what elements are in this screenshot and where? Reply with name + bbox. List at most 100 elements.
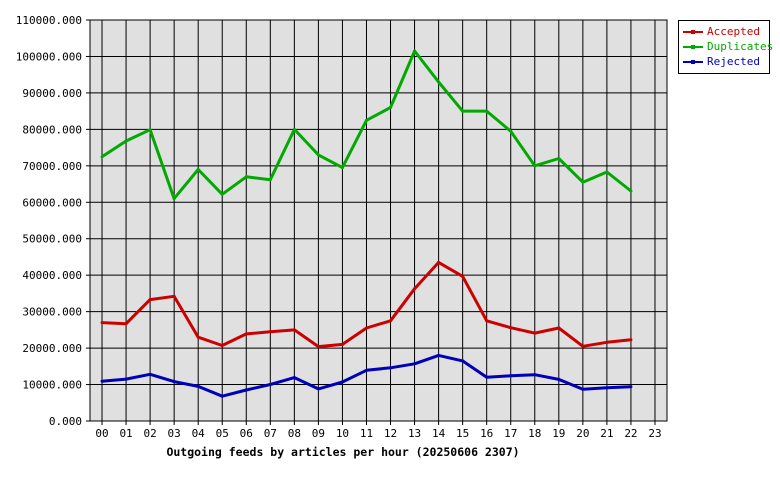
y-tick-label: 50000.000 [22, 233, 82, 246]
y-tick-label: 0.000 [49, 415, 82, 428]
data-point-rejected [581, 387, 585, 391]
data-point-rejected [509, 374, 513, 378]
data-point-accepted [605, 340, 609, 344]
data-point-duplicates [533, 164, 537, 168]
legend-item-duplicates: Duplicates [683, 40, 773, 54]
data-point-duplicates [196, 167, 200, 171]
x-tick-label: 09 [312, 427, 325, 440]
data-point-rejected [389, 366, 393, 370]
grid-lines [90, 19, 667, 422]
x-tick-label: 01 [119, 427, 132, 440]
data-point-accepted [268, 330, 272, 334]
data-point-duplicates [148, 128, 152, 132]
x-tick-label: 06 [240, 427, 253, 440]
data-point-rejected [485, 375, 489, 379]
x-tick-label: 16 [480, 427, 493, 440]
y-tick-label: 100000.000 [16, 50, 82, 63]
data-point-duplicates [124, 139, 128, 143]
data-point-rejected [629, 385, 633, 389]
data-point-accepted [509, 326, 513, 330]
data-point-accepted [389, 319, 393, 323]
data-point-accepted [629, 338, 633, 342]
data-point-duplicates [509, 129, 513, 133]
legend-label: Rejected [707, 55, 760, 68]
data-point-rejected [605, 386, 609, 390]
y-tick-label: 70000.000 [22, 160, 82, 173]
data-point-accepted [244, 332, 248, 336]
legend-swatch [683, 30, 703, 34]
data-point-rejected [316, 387, 320, 391]
data-point-rejected [172, 380, 176, 384]
y-tick-label: 30000.000 [22, 306, 82, 319]
data-point-rejected [413, 362, 417, 366]
x-tick-label: 19 [552, 427, 565, 440]
legend-item-accepted: Accepted [683, 25, 769, 39]
data-point-rejected [557, 377, 561, 381]
x-tick-label: 10 [336, 427, 349, 440]
data-point-rejected [292, 376, 296, 380]
data-point-accepted [124, 322, 128, 326]
data-point-rejected [100, 379, 104, 383]
data-point-rejected [244, 388, 248, 392]
data-point-duplicates [605, 170, 609, 174]
x-tick-label: 14 [432, 427, 446, 440]
y-tick-label: 20000.000 [22, 342, 82, 355]
data-point-duplicates [485, 109, 489, 113]
x-tick-label: 03 [168, 427, 181, 440]
data-point-duplicates [244, 175, 248, 179]
data-point-duplicates [100, 155, 104, 159]
data-point-duplicates [292, 127, 296, 131]
data-point-accepted [557, 326, 561, 330]
data-point-accepted [172, 294, 176, 298]
data-point-accepted [461, 274, 465, 278]
data-point-rejected [340, 380, 344, 384]
legend-label: Duplicates [707, 40, 774, 53]
data-point-duplicates [364, 118, 368, 122]
data-point-accepted [148, 298, 152, 302]
x-tick-label: 02 [143, 427, 156, 440]
data-point-duplicates [316, 153, 320, 157]
data-point-accepted [437, 260, 441, 264]
data-point-rejected [268, 383, 272, 387]
data-point-accepted [413, 287, 417, 291]
x-tick-label: 12 [384, 427, 397, 440]
x-tick-label: 11 [360, 427, 373, 440]
data-point-duplicates [389, 105, 393, 109]
data-point-rejected [461, 359, 465, 363]
data-point-rejected [533, 373, 537, 377]
data-point-accepted [340, 342, 344, 346]
x-tick-label: 22 [624, 427, 637, 440]
data-point-rejected [148, 372, 152, 376]
y-axis-ticks: 0.000 10000.000 20000.000 30000.000 40000.00… [16, 14, 90, 428]
x-tick-label: 13 [408, 427, 421, 440]
series-lines [100, 49, 633, 398]
x-tick-label: 08 [288, 427, 301, 440]
y-tick-label: 90000.000 [22, 87, 82, 100]
x-tick-label: 04 [192, 427, 206, 440]
legend-label: Accepted [707, 25, 760, 38]
data-point-accepted [196, 335, 200, 339]
data-point-accepted [533, 331, 537, 335]
data-point-accepted [292, 328, 296, 332]
data-point-duplicates [413, 49, 417, 53]
data-point-rejected [220, 394, 224, 398]
y-tick-label: 110000.000 [16, 14, 82, 27]
data-point-accepted [485, 319, 489, 323]
plot-area [89, 19, 668, 422]
x-tick-label: 05 [216, 427, 229, 440]
data-point-accepted [364, 326, 368, 330]
data-point-duplicates [340, 166, 344, 170]
legend: Accepted Duplicates Rejected [678, 20, 773, 74]
data-point-duplicates [437, 80, 441, 84]
x-tick-label: 17 [504, 427, 517, 440]
x-tick-label: 07 [264, 427, 277, 440]
x-tick-label: 21 [600, 427, 613, 440]
data-point-rejected [196, 384, 200, 388]
y-tick-label: 80000.000 [22, 123, 82, 136]
legend-swatch [683, 60, 703, 64]
data-point-accepted [220, 344, 224, 348]
data-point-duplicates [268, 178, 272, 182]
legend-item-rejected: Rejected [683, 55, 769, 69]
x-tick-label: 00 [95, 427, 108, 440]
